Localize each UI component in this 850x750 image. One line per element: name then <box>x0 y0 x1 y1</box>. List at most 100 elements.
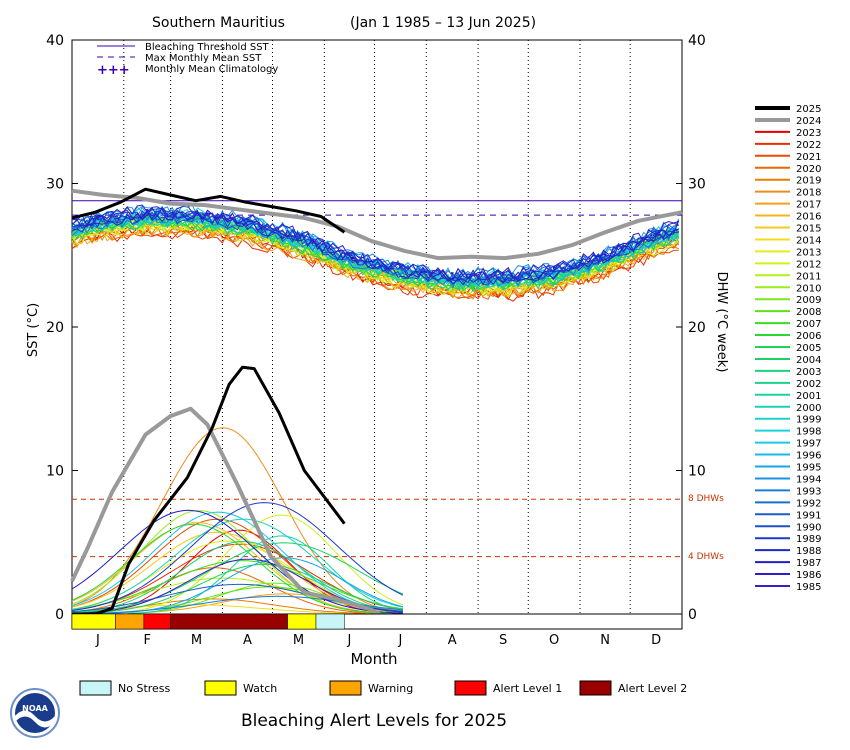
dhw-trace-2005 <box>72 563 403 615</box>
alert-legend-swatch <box>454 680 487 696</box>
year-legend-label: 2023 <box>796 128 821 139</box>
left-tick-label: 10 <box>46 464 64 480</box>
year-legend-label: 2018 <box>796 188 821 199</box>
month-label: J <box>397 633 402 648</box>
right-tick-label: 40 <box>688 33 706 49</box>
month-label: D <box>651 633 661 648</box>
month-label: F <box>143 633 150 648</box>
month-label: A <box>448 633 457 648</box>
noaa-logo: NOAA <box>10 688 60 738</box>
climatology-legend-label: Monthly Mean Climatology <box>145 64 278 75</box>
right-tick-label: 0 <box>688 607 697 623</box>
left-axis-label: SST (°C) <box>26 303 41 357</box>
year-legend: 2025202420232022202120202019201820172016… <box>755 104 821 593</box>
year-legend-label: 2021 <box>796 152 821 163</box>
alert-bar-segment <box>115 613 145 630</box>
year-legend-label: 1996 <box>796 451 821 462</box>
year-legend-label: 1989 <box>796 534 821 545</box>
year-legend-label: 2001 <box>796 391 821 402</box>
dhw-trace-2003 <box>71 540 403 614</box>
year-legend-label: 2000 <box>796 403 821 414</box>
alert-legend-swatch <box>329 680 362 696</box>
dhw-trace-2018 <box>71 427 403 613</box>
right-tick-label: 20 <box>688 320 706 336</box>
threshold-legend-label: Bleaching Threshold SST <box>145 42 270 53</box>
chart-title-location: Southern Mauritius <box>152 15 285 31</box>
year-legend-label: 1993 <box>796 486 821 497</box>
alert-level-legend: No Stress Watch Warning Alert Level 1 Alert … <box>79 680 687 696</box>
year-legend-label: 1994 <box>796 474 821 485</box>
mmm-legend-label: Max Monthly Mean SST <box>145 53 262 64</box>
year-legend-label: 2011 <box>796 271 821 282</box>
alert-bar-segment <box>287 613 317 630</box>
alert-bar-segment <box>170 613 288 630</box>
dhw-8-label: 8 DHWs <box>688 494 724 504</box>
year-legend-label: 1995 <box>796 463 821 474</box>
year-legend-label: 1991 <box>796 510 821 521</box>
month-label: O <box>549 633 559 648</box>
dhw-trace-1997 <box>71 511 403 613</box>
alert-legend-swatch <box>79 680 112 696</box>
alert-level-bar <box>71 613 683 630</box>
alert-legend-label: Warning <box>368 682 413 695</box>
top-legend: Bleaching Threshold SST Max Monthly Mean… <box>97 42 278 78</box>
year-legend-label: 1990 <box>796 522 821 533</box>
left-tick-label: 20 <box>46 320 64 336</box>
month-label: J <box>95 633 100 648</box>
month-label: S <box>499 633 507 648</box>
left-tick-label: 30 <box>46 177 64 193</box>
sst-trace-2002 <box>71 217 680 292</box>
year-legend-label: 1999 <box>796 415 821 426</box>
year-legend-label: 2002 <box>796 379 821 390</box>
right-tick-label: 10 <box>688 464 706 480</box>
alert-legend-label: Watch <box>243 682 277 695</box>
climatology-legend-symbol: +++ <box>97 63 130 78</box>
month-label: A <box>243 633 252 648</box>
year-legend-label: 2013 <box>796 247 821 258</box>
year-legend-label: 2022 <box>796 140 821 151</box>
year-legend-label: 1998 <box>796 427 821 438</box>
alert-bar-segment <box>143 613 171 630</box>
year-legend-label: 2008 <box>796 307 821 318</box>
dhw-trace-1989 <box>71 502 404 611</box>
dhw-trace-2007 <box>71 560 403 611</box>
month-label: M <box>191 633 202 648</box>
alert-legend-label: Alert Level 2 <box>618 682 687 695</box>
chart-title-range: (Jan 1 1985 – 13 Jun 2025) <box>350 15 536 31</box>
month-label: N <box>600 633 610 648</box>
left-tick-label: 40 <box>46 33 64 49</box>
year-legend-label: 1997 <box>796 439 821 450</box>
year-legend-label: 2014 <box>796 235 821 246</box>
sst-trace-2011 <box>71 218 679 295</box>
year-legend-label: 2012 <box>796 259 821 270</box>
alert-bar-segment <box>315 613 345 630</box>
year-legend-label: 2003 <box>796 367 821 378</box>
dhw-trace-1995 <box>72 557 404 615</box>
year-legend-label: 2015 <box>796 224 821 235</box>
sst-trace-1985 <box>71 207 679 284</box>
alert-legend-swatch <box>204 680 237 696</box>
month-label: J <box>347 633 352 648</box>
year-legend-label: 1986 <box>796 570 821 581</box>
left-tick-label: 0 <box>55 607 64 623</box>
year-series <box>70 187 683 616</box>
sst-line-2025 <box>71 187 346 234</box>
right-tick-label: 30 <box>688 177 706 193</box>
year-legend-label: 2019 <box>796 176 821 187</box>
sst-trace-1988 <box>71 210 679 286</box>
right-axis-label: DHW (°C week) <box>714 272 729 373</box>
year-legend-label: 1987 <box>796 558 821 569</box>
year-legend-label: 2010 <box>796 283 821 294</box>
alert-bar-segment <box>71 613 116 630</box>
year-legend-label: 1985 <box>796 582 821 593</box>
year-legend-label: 2005 <box>796 343 821 354</box>
x-axis-label: Month <box>350 650 397 668</box>
year-legend-label: 2024 <box>796 116 821 127</box>
year-legend-label: 2020 <box>796 164 821 175</box>
sst-line-2024 <box>71 188 683 261</box>
dhw-line-2025 <box>72 365 346 616</box>
alert-legend-label: Alert Level 1 <box>493 682 562 695</box>
year-legend-label: 2007 <box>796 319 821 330</box>
dhw-line-2024 <box>70 406 381 616</box>
